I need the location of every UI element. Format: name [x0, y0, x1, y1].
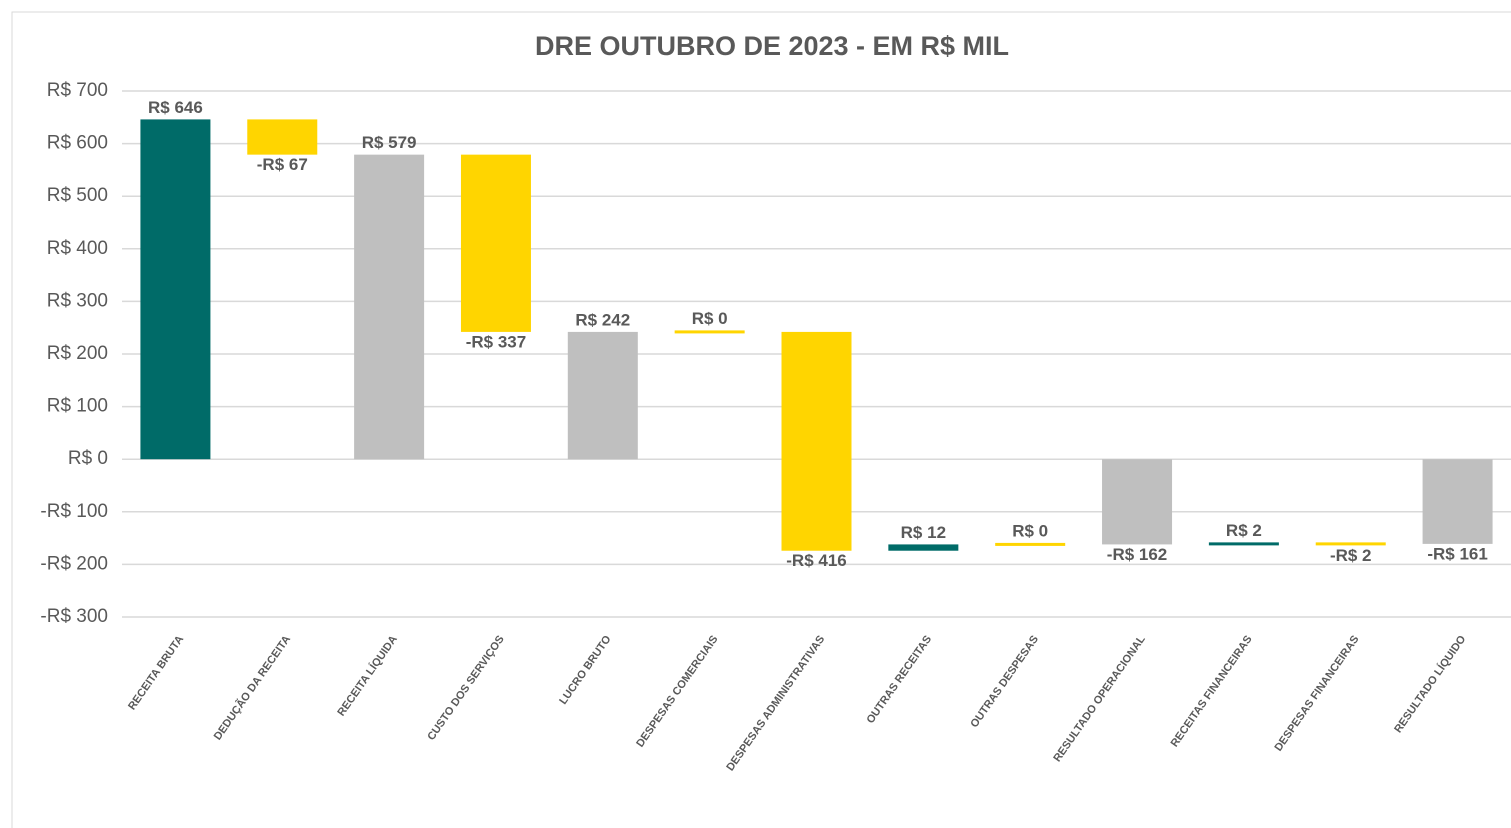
value-label: -R$ 161	[1427, 544, 1487, 563]
bar	[1208, 542, 1279, 546]
bar	[567, 331, 638, 460]
value-label: -R$ 337	[466, 332, 526, 351]
y-tick-label: -R$ 100	[40, 501, 108, 522]
bar	[995, 542, 1066, 546]
bar	[140, 119, 211, 460]
value-label: R$ 0	[1012, 521, 1048, 540]
value-label: -R$ 2	[1330, 546, 1372, 565]
value-label: R$ 646	[148, 98, 203, 117]
bar	[1102, 459, 1173, 545]
value-label: -R$ 67	[257, 155, 308, 174]
bar	[781, 331, 852, 551]
y-tick-label: R$ 300	[47, 290, 108, 311]
value-label: -R$ 416	[786, 551, 846, 570]
value-label: R$ 242	[575, 310, 630, 329]
value-label: R$ 2	[1226, 521, 1262, 540]
bar	[888, 544, 959, 551]
bar	[247, 119, 318, 155]
y-tick-label: R$ 500	[47, 185, 108, 206]
y-tick-label: R$ 0	[68, 448, 108, 469]
value-label: R$ 0	[692, 309, 728, 328]
value-label: -R$ 162	[1107, 545, 1167, 564]
y-tick-label: R$ 100	[47, 396, 108, 417]
value-label: R$ 579	[362, 133, 417, 152]
y-tick-label: R$ 700	[47, 80, 108, 101]
bar	[1315, 542, 1386, 546]
bar	[354, 154, 425, 460]
chart-title: DRE OUTUBRO DE 2023 - EM R$ MIL	[535, 31, 1009, 61]
bar	[674, 330, 745, 334]
y-tick-label: -R$ 300	[40, 606, 108, 627]
bar	[1422, 459, 1493, 544]
value-label: R$ 12	[901, 523, 946, 542]
bar	[460, 154, 531, 332]
y-tick-label: -R$ 200	[40, 553, 108, 574]
y-tick-label: R$ 200	[47, 343, 108, 364]
y-tick-label: R$ 400	[47, 238, 108, 259]
y-tick-label: R$ 600	[47, 133, 108, 154]
